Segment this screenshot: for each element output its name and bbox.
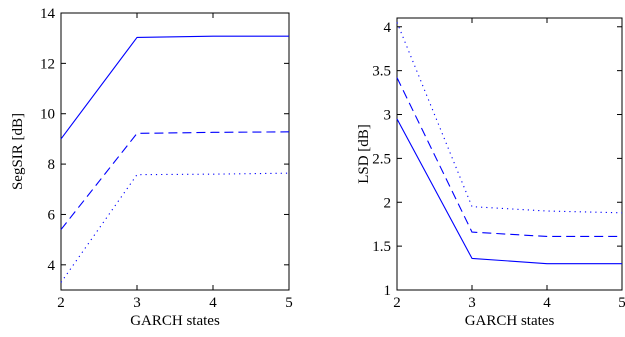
x-tick-label: 3 bbox=[133, 295, 141, 311]
y-tick-label: 10 bbox=[40, 107, 55, 123]
y-tick-label: 2 bbox=[384, 195, 392, 211]
y-tick-label: 3.5 bbox=[372, 64, 391, 80]
x-tick-label: 4 bbox=[209, 295, 217, 311]
x-tick-label: 5 bbox=[285, 295, 293, 311]
y-axis-label: LSD [dB] bbox=[356, 124, 372, 184]
y-tick-label: 12 bbox=[40, 56, 55, 72]
y-tick-label: 2.5 bbox=[372, 151, 391, 167]
chart-panel-2: 2 3 4 5 1 1.5 2 2.5 3 3.5 4 GARCH states LSD [dB] bbox=[356, 17, 625, 329]
y-tick-label: 1.5 bbox=[372, 239, 391, 255]
plot-frame bbox=[60, 12, 290, 291]
y-tick-label: 14 bbox=[40, 6, 56, 22]
y-tick-label: 3 bbox=[384, 108, 392, 124]
series-line-solid bbox=[396, 118, 622, 265]
x-axis-label: GARCH states bbox=[130, 313, 220, 329]
series-line-solid bbox=[60, 35, 289, 140]
y-tick-label: 4 bbox=[48, 258, 56, 274]
y-tick-label: 6 bbox=[48, 207, 56, 223]
series-line-dashed bbox=[60, 131, 290, 230]
series-line-dotted bbox=[60, 172, 290, 283]
y-axis-label: SegSIR [dB] bbox=[10, 113, 26, 190]
series-line-dashed bbox=[396, 77, 622, 238]
x-tick-label: 4 bbox=[543, 295, 551, 311]
x-axis-label: GARCH states bbox=[465, 313, 555, 329]
chart-panel-1: 2 3 4 5 4 6 8 10 12 14 GARCH states SegSIR [dB] bbox=[10, 6, 293, 329]
y-tick-label: 1 bbox=[384, 283, 392, 299]
x-tick-label: 3 bbox=[468, 295, 476, 311]
series-line-dotted bbox=[396, 22, 623, 214]
x-tick-label: 5 bbox=[618, 295, 625, 311]
y-tick-label: 8 bbox=[48, 157, 56, 173]
x-tick-label: 2 bbox=[393, 295, 401, 311]
x-tick-label: 2 bbox=[57, 295, 65, 311]
plot-frame bbox=[396, 17, 623, 291]
y-tick-label: 4 bbox=[384, 20, 392, 36]
